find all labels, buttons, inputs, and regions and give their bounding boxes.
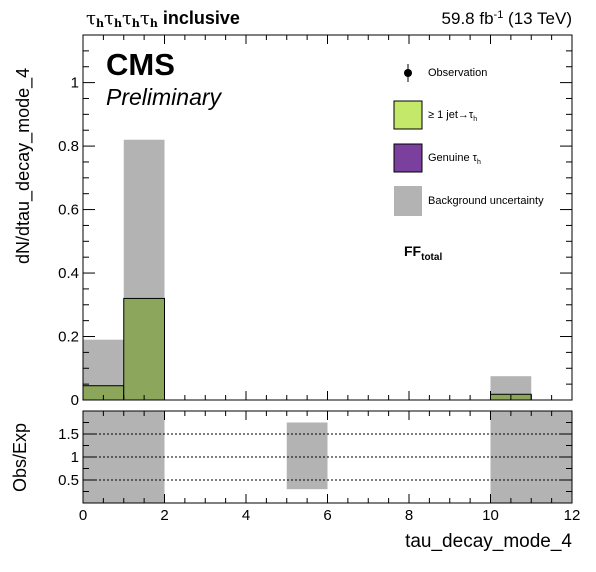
x-axis-title: tau_decay_mode_4 xyxy=(405,531,572,552)
y-tick-label: 0.8 xyxy=(58,138,79,155)
x-tick-label: 0 xyxy=(79,507,87,524)
ff-label: FFtotal xyxy=(404,243,443,263)
y-axis-title: dN/dtau_decay_mode_4 xyxy=(13,67,33,264)
x-tick-label: 8 xyxy=(405,507,413,524)
tau-symbols: τhτhτhτh xyxy=(86,8,158,30)
ratio-band-1 xyxy=(286,422,328,490)
preliminary-label: Preliminary xyxy=(106,84,222,110)
legend xyxy=(393,64,423,216)
x-tick-label: 12 xyxy=(564,507,581,524)
channel-text: inclusive xyxy=(162,8,240,28)
x-tick-label: 4 xyxy=(242,507,250,524)
legend-genuine-swatch xyxy=(393,143,423,173)
legend-observation-marker xyxy=(404,69,412,77)
legend-jet-fake-swatch xyxy=(393,100,423,130)
y-tick-label: 0.2 xyxy=(58,329,79,346)
y-tick-label: 0.6 xyxy=(58,202,79,219)
x-tick-label: 6 xyxy=(323,507,331,524)
legend-uncertainty-swatch xyxy=(394,186,422,216)
x-tick-label: 2 xyxy=(160,507,168,524)
legend-uncertainty-label: Background uncertainty xyxy=(428,195,544,207)
ratio-tick-label: 1.5 xyxy=(58,426,79,443)
ratio-reference-lines xyxy=(83,433,572,481)
main-histogram-bars xyxy=(82,297,532,401)
legend-genuine-label: Genuine τh xyxy=(428,152,481,166)
ratio-tick-label: 0.5 xyxy=(58,472,79,489)
channel-label: τhτhτhτh inclusive xyxy=(86,8,240,30)
ratio-axis-title: Obs/Exp xyxy=(10,422,30,492)
ratio-tick-label: 1 xyxy=(71,449,79,466)
cms-label: CMS xyxy=(106,47,175,82)
x-tick-label: 10 xyxy=(482,507,499,524)
jet-fake-bar-bin-1 xyxy=(123,297,165,401)
axis-ticks: 0 2 4 6 8 10 12 0 0.2 0.4 0.6 0.8 1 0.5 1 1.5 xyxy=(58,35,580,524)
legend-observation-label: Observation xyxy=(428,67,488,79)
y-tick-label: 0 xyxy=(71,392,79,409)
lumi-label: 59.8 fb-1 (13 TeV) xyxy=(441,9,572,28)
y-tick-label: 1 xyxy=(71,75,79,92)
y-tick-label: 0.4 xyxy=(58,265,79,282)
legend-jet-fake-label: ≥ 1 jet→τh xyxy=(428,109,478,123)
